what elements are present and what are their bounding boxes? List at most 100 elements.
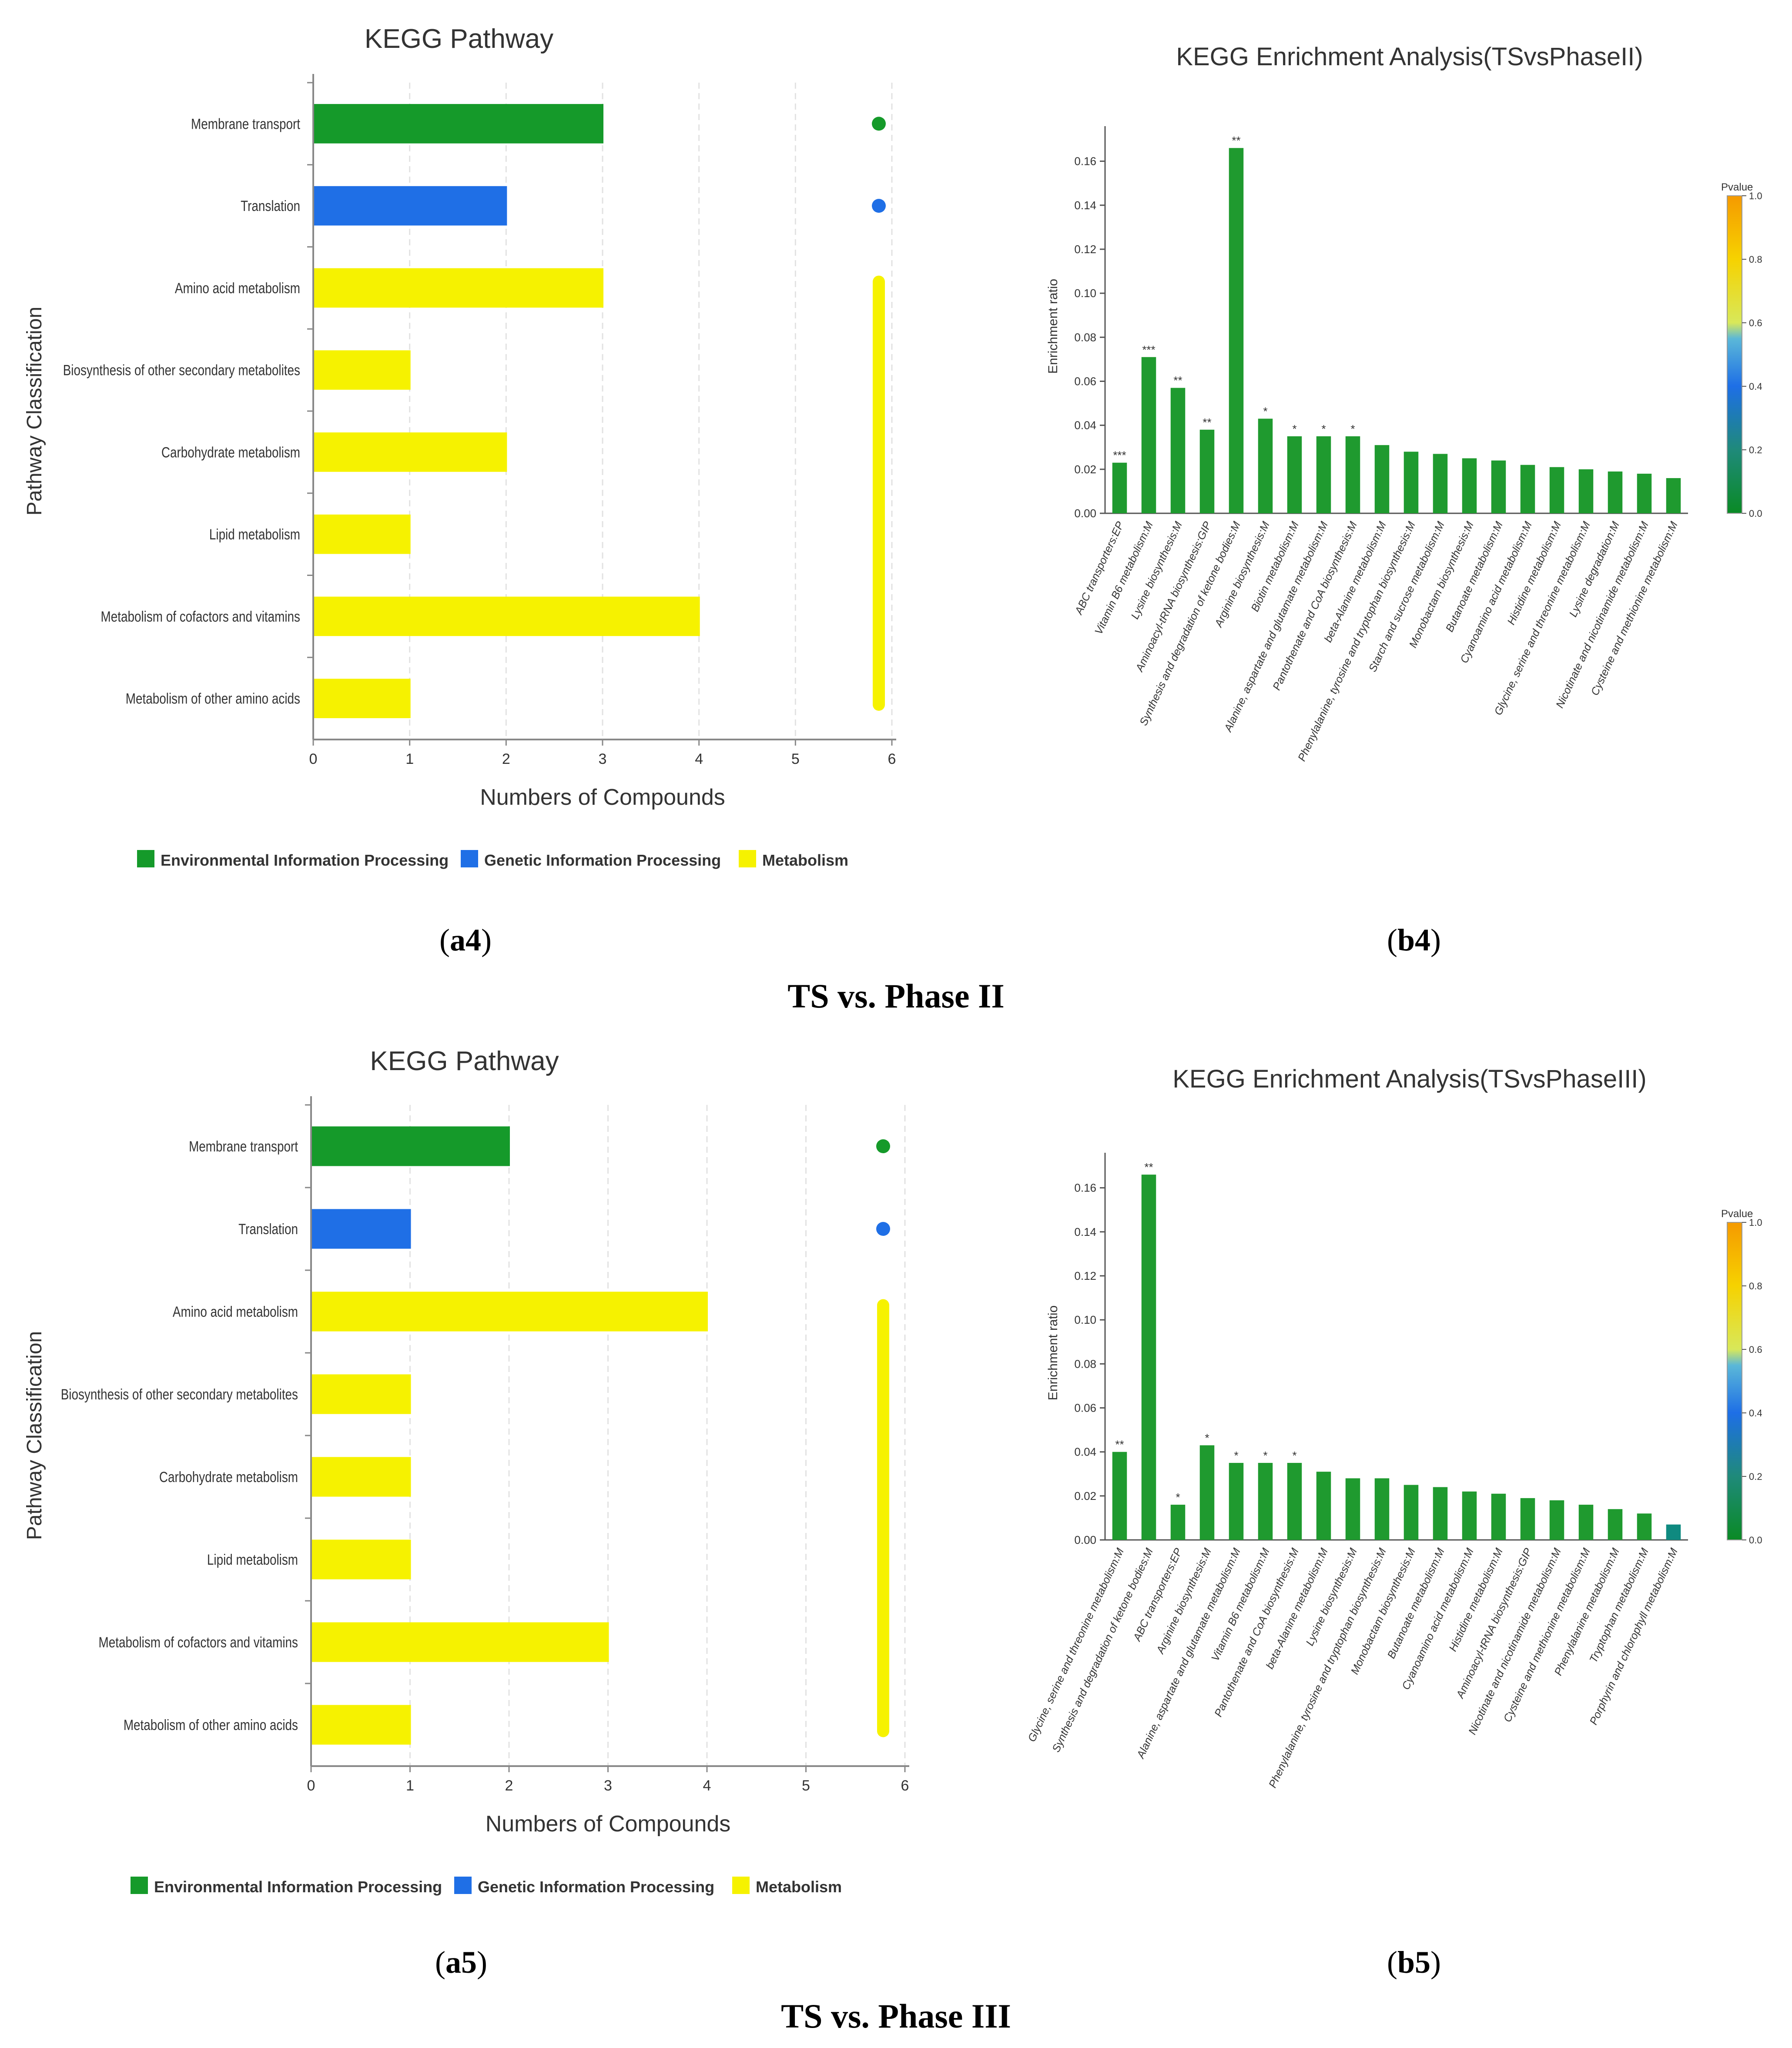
y-tick-label: 0.10 — [1074, 287, 1096, 300]
kegg-enrichment-chart-b5: KEGG Enrichment Analysis(TSvsPhaseIII) 0.… — [1025, 1065, 1762, 1790]
bar-phenylalanine-tyrosine-and-tryptophan-biosynthesis-m — [1374, 1478, 1390, 1540]
significance-label: ** — [1144, 1161, 1153, 1174]
chart-title: KEGG Enrichment Analysis(TSvsPhaseIII) — [1172, 1065, 1646, 1093]
significance-label: * — [1234, 1449, 1238, 1462]
bar-alanine-aspartate-and-glutamate-metabolism-m — [1316, 436, 1331, 513]
legend-label-environmental: Environmental Information Processing — [161, 851, 449, 869]
kegg-pathway-chart-a4: KEGG Pathway Membrane transport Translatio… — [23, 24, 896, 869]
bar-biotin-metabolism-m — [1287, 436, 1302, 513]
category-label: Arginine biosynthesis:M — [1154, 1546, 1214, 1656]
category-label: Biosynthesis of other secondary metaboli… — [61, 1386, 298, 1402]
y-axis-label: Pathway Classification — [23, 307, 46, 515]
bar-membrane-transport — [314, 104, 603, 144]
bar-metabolism-of-cofactors-and-vitamins — [314, 596, 700, 636]
colorbar-tick-label: 0.6 — [1749, 318, 1762, 328]
y-tick-label: 0.02 — [1074, 1489, 1096, 1503]
x-tick-label: 0 — [307, 1777, 315, 1794]
y-tick-label: 0.14 — [1074, 1225, 1096, 1238]
category-label: Amino acid metabolism — [173, 1303, 298, 1320]
legend-label-environmental: Environmental Information Processing — [154, 1878, 442, 1896]
bar-butanoate-metabolism-m — [1433, 1487, 1448, 1540]
bar-pantothenate-and-coa-biosynthesis-m — [1287, 1462, 1302, 1540]
colorbar-tick-label: 0.2 — [1749, 445, 1762, 455]
colorbar-tick-label: 0.0 — [1749, 508, 1762, 519]
bar-synthesis-and-degradation-of-ketone-bodies-m — [1141, 1175, 1156, 1540]
legend-swatch-environmental — [131, 1877, 148, 1894]
bar-beta-alanine-metabolism-m — [1316, 1472, 1331, 1540]
bar-lysine-biosynthesis-m — [1170, 388, 1186, 513]
bar-cyanoamino-acid-metabolism-m — [1462, 1491, 1477, 1540]
pvalue-colorbar — [1727, 1222, 1742, 1540]
kegg-pathway-chart-a5: KEGG Pathway Membrane transport Translatio… — [23, 1046, 909, 1896]
bar-amino-acid-metabolism — [314, 268, 603, 308]
x-tick-label: 1 — [405, 751, 414, 767]
significance-label: * — [1292, 1449, 1296, 1462]
kegg-enrichment-chart-b4: KEGG Enrichment Analysis(TSvsPhaseII) 0.0… — [1046, 43, 1762, 763]
x-tick-label: 6 — [888, 751, 896, 767]
group-marker-genetic — [872, 199, 886, 213]
colorbar-title: Pvalue — [1721, 1208, 1753, 1220]
bar-arginine-biosynthesis-m — [1258, 418, 1273, 513]
section-title-phase-iii: TS vs. Phase III — [781, 1997, 1011, 2035]
bar-metabolism-of-other-amino-acids — [314, 679, 411, 718]
category-label: Metabolism of cofactors and vitamins — [99, 1634, 298, 1650]
y-tick-label: 0.08 — [1074, 331, 1096, 344]
pvalue-colorbar — [1727, 195, 1742, 514]
x-tick-label: 3 — [604, 1777, 612, 1794]
category-label: Butanoate metabolism:M — [1385, 1546, 1447, 1661]
category-label: Metabolism of cofactors and vitamins — [101, 608, 300, 625]
group-marker-environmental — [872, 117, 886, 131]
legend-label-genetic: Genetic Information Processing — [478, 1878, 714, 1896]
y-tick-label: 0.04 — [1074, 419, 1096, 432]
bar-abc-transporters-ep — [1170, 1505, 1186, 1540]
bar-tryptophan-metabolism-m — [1637, 1513, 1652, 1540]
bar-porphyrin-and-chlorophyll-metabolism-m — [1666, 1524, 1681, 1540]
significance-label: ** — [1202, 416, 1211, 429]
colorbar-tick-label: 0.4 — [1749, 381, 1762, 392]
category-label: Histidine metabolism:M — [1505, 520, 1564, 627]
colorbar-tick-label: 0.8 — [1749, 254, 1762, 265]
significance-label: *** — [1142, 343, 1155, 356]
legend-swatch-metabolism — [732, 1877, 750, 1894]
x-axis-label: Numbers of Compounds — [480, 785, 725, 810]
bar-abc-transporters-ep — [1112, 462, 1127, 513]
category-label: Arginine biosynthesis:M — [1212, 520, 1272, 630]
bar-lipid-metabolism — [312, 1539, 411, 1580]
caption-a5: (a5) — [435, 1945, 487, 1980]
bar-aminoacyl-trna-biosynthesis-gip — [1199, 429, 1215, 513]
significance-label: * — [1263, 1449, 1267, 1462]
category-label: Membrane transport — [191, 116, 300, 132]
y-axis-label: Enrichment ratio — [1046, 279, 1060, 374]
bar-lipid-metabolism — [314, 514, 411, 554]
category-label: Biosynthesis of other secondary metaboli… — [63, 362, 300, 378]
y-tick-label: 0.02 — [1074, 463, 1096, 476]
category-label: Histidine metabolism:M — [1447, 1546, 1505, 1653]
chart-title: KEGG Enrichment Analysis(TSvsPhaseII) — [1176, 43, 1643, 71]
colorbar-tick-label: 1.0 — [1749, 1217, 1762, 1228]
y-tick-label: 0.12 — [1074, 243, 1096, 256]
x-tick-label: 4 — [695, 751, 703, 767]
bar-phenylalanine-tyrosine-and-tryptophan-biosynthesis-m — [1403, 452, 1419, 513]
colorbar-tick-label: 1.0 — [1749, 191, 1762, 201]
legend-label-metabolism: Metabolism — [756, 1878, 842, 1896]
y-tick-label: 0.08 — [1074, 1357, 1096, 1370]
significance-label: ** — [1115, 1438, 1124, 1451]
bar-phenylalanine-metabolism-m — [1608, 1509, 1623, 1540]
significance-label: ** — [1173, 374, 1182, 387]
bar-butanoate-metabolism-m — [1491, 460, 1506, 513]
x-tick-label: 4 — [703, 1777, 711, 1794]
y-tick-label: 0.16 — [1074, 1181, 1096, 1195]
bar-amino-acid-metabolism — [312, 1292, 708, 1332]
bar-monobactam-biosynthesis-m — [1462, 458, 1477, 513]
x-tick-label: 6 — [901, 1777, 909, 1794]
y-tick-label: 0.00 — [1074, 1533, 1096, 1546]
bar-glycine-serine-and-threonine-metabolism-m — [1578, 469, 1594, 513]
bar-cysteine-and-methionine-metabolism-m — [1666, 478, 1681, 513]
x-axis-label: Numbers of Compounds — [486, 1811, 731, 1837]
significance-label: * — [1263, 405, 1267, 418]
y-tick-label: 0.04 — [1074, 1446, 1096, 1459]
category-label: Butanoate metabolism:M — [1444, 520, 1505, 634]
y-tick-label: 0.16 — [1074, 155, 1096, 168]
group-marker-environmental — [876, 1139, 890, 1153]
colorbar-tick-label: 0.6 — [1749, 1344, 1762, 1355]
